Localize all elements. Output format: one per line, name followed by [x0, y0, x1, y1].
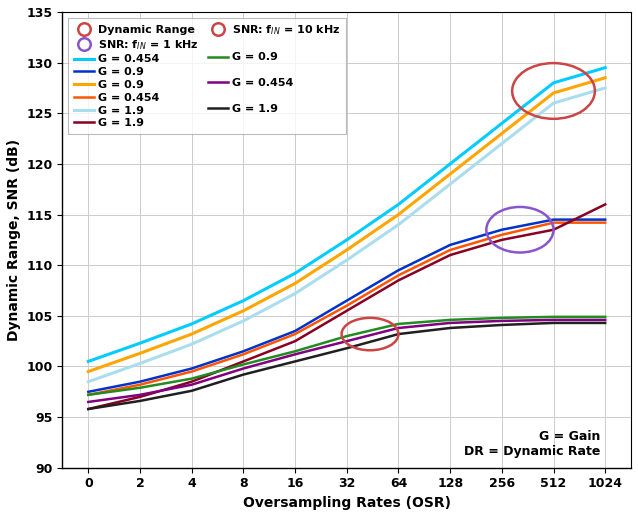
X-axis label: Oversampling Rates (OSR): Oversampling Rates (OSR): [243, 496, 451, 510]
Text: G = Gain
DR = Dynamic Rate: G = Gain DR = Dynamic Rate: [464, 430, 600, 458]
Legend: Dynamic Range, SNR: f$_{IN}$ = 1 kHz, G = 0.454, G = 0.9, G = 0.9, G = 0.454, G : Dynamic Range, SNR: f$_{IN}$ = 1 kHz, G …: [68, 18, 346, 134]
Y-axis label: Dynamic Range, SNR (dB): Dynamic Range, SNR (dB): [7, 139, 21, 341]
